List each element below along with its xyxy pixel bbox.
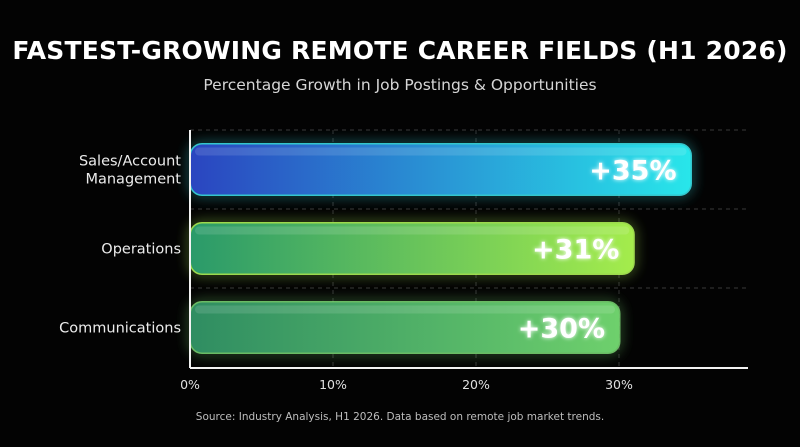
bar-communications [189,301,621,354]
chart-subtitle: Percentage Growth in Job Postings & Oppo… [203,76,597,94]
x-tick-label: 10% [319,377,347,392]
bar-value-label: +35% [589,156,676,187]
grid [190,129,748,368]
x-tick-label: 0% [180,377,200,392]
bar-rect [191,144,691,195]
x-tick-label: 30% [605,377,633,392]
category-label: Sales/Account [79,154,181,170]
bars [189,143,692,354]
category-label: Operations [101,242,181,258]
x-tick-label: 20% [462,377,490,392]
bar-rect [191,223,634,274]
source-note: Source: Industry Analysis, H1 2026. Data… [195,411,605,423]
axes [189,130,748,369]
bar-value-label: +31% [532,235,619,266]
bar-sales-account-management [189,143,692,196]
chart-title: FASTEST-GROWING REMOTE CAREER FIELDS (H1… [12,36,788,65]
bar-value-label: +30% [518,314,605,345]
labels: +35% Sales/Account Management +31% Operation… [59,154,676,393]
category-label: Management [85,172,181,188]
bar-operations [189,222,635,275]
category-label: Communications [59,321,181,337]
bar-rect [191,302,619,353]
